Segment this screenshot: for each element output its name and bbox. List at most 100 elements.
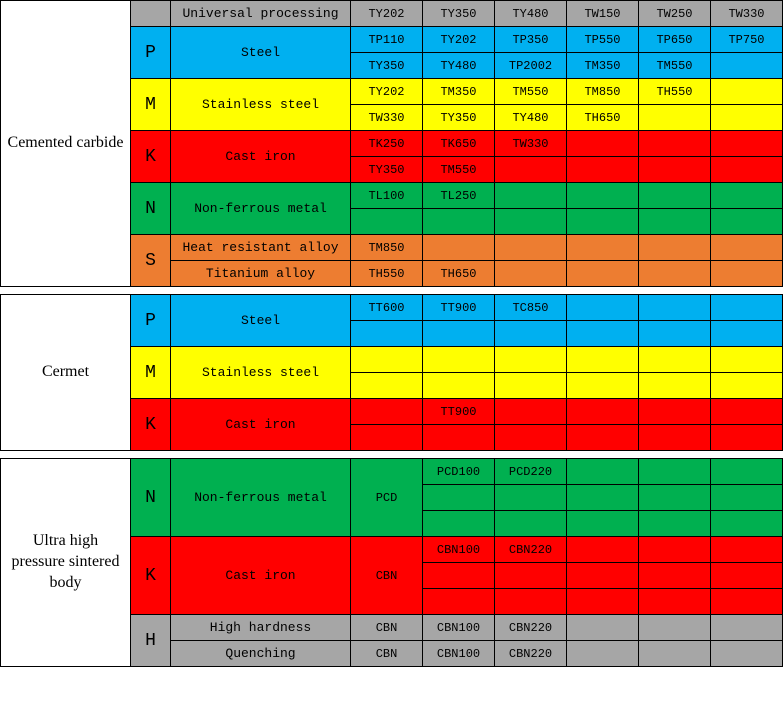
- grade-cell: TP650: [639, 27, 711, 53]
- grade-cell: TW330: [351, 105, 423, 131]
- grade-cell: [495, 589, 567, 615]
- grade-cell: TH650: [567, 105, 639, 131]
- grade-cell: TT900: [423, 399, 495, 425]
- grade-cell: TM550: [423, 157, 495, 183]
- grade-cell: [351, 373, 423, 399]
- grade-cell: TY480: [495, 1, 567, 27]
- grade-cell: [711, 53, 783, 79]
- header-universal-processing: Universal processing: [171, 1, 351, 27]
- grade-cell: [711, 235, 783, 261]
- grade-cell: [567, 459, 639, 485]
- material-desc: Cast iron: [171, 131, 351, 183]
- grade-cell: [711, 399, 783, 425]
- grade-cell: [639, 615, 711, 641]
- grade-cell: [639, 183, 711, 209]
- grade-cell: TY480: [495, 105, 567, 131]
- grade-cell: [567, 235, 639, 261]
- grade-cell: [711, 347, 783, 373]
- grade-cell: [711, 157, 783, 183]
- grade-cell: [711, 459, 783, 485]
- class-letter: K: [131, 537, 171, 615]
- grade-cell: TW330: [711, 1, 783, 27]
- grade-cell: [423, 511, 495, 537]
- grade-cell: [495, 485, 567, 511]
- material-desc: Steel: [171, 27, 351, 79]
- class-letter: P: [131, 27, 171, 79]
- grade-cell: TM350: [423, 79, 495, 105]
- grade-cell: TW330: [495, 131, 567, 157]
- grade-cell: TM550: [495, 79, 567, 105]
- grade-cell: [423, 373, 495, 399]
- grade-cell: [567, 157, 639, 183]
- grade-cell: CBN220: [495, 537, 567, 563]
- class-letter: K: [131, 399, 171, 451]
- grade-cell: [711, 79, 783, 105]
- class-letter: P: [131, 295, 171, 347]
- material-desc: Cast iron: [171, 399, 351, 451]
- category-cemented-carbide: Cemented carbide: [1, 1, 131, 287]
- grade-cell: [639, 563, 711, 589]
- grade-cell: TY202: [423, 27, 495, 53]
- grade-cell: [711, 321, 783, 347]
- grade-cell: TP550: [567, 27, 639, 53]
- grade-cell: [639, 641, 711, 667]
- grade-cell: [711, 485, 783, 511]
- grade-cell: [711, 183, 783, 209]
- grade-cell: TP110: [351, 27, 423, 53]
- class-letter: H: [131, 615, 171, 667]
- grade-cell: TY202: [351, 79, 423, 105]
- grade-cell: TY480: [423, 53, 495, 79]
- grade-cell: [639, 157, 711, 183]
- subtype-cell: PCD: [351, 459, 423, 537]
- material-desc: Heat resistant alloy: [171, 235, 351, 261]
- grade-cell: [639, 321, 711, 347]
- grade-cell: [495, 183, 567, 209]
- grade-cell: [495, 157, 567, 183]
- materials-table: Cemented carbideUniversal processingTY20…: [0, 0, 783, 667]
- category-uhp-sintered: Ultra high pressure sintered body: [1, 459, 131, 667]
- grade-cell: [711, 511, 783, 537]
- grade-cell: [495, 563, 567, 589]
- grade-cell: [495, 373, 567, 399]
- grade-cell: TL100: [351, 183, 423, 209]
- grade-cell: [423, 589, 495, 615]
- material-desc: Stainless steel: [171, 79, 351, 131]
- grade-cell: [711, 537, 783, 563]
- grade-cell: [567, 563, 639, 589]
- grade-cell: [567, 347, 639, 373]
- class-letter: M: [131, 347, 171, 399]
- grade-cell: [639, 347, 711, 373]
- material-desc: Cast iron: [171, 537, 351, 615]
- grade-cell: TM850: [351, 235, 423, 261]
- material-desc: Non-ferrous metal: [171, 183, 351, 235]
- grade-cell: TT900: [423, 295, 495, 321]
- grade-cell: [567, 131, 639, 157]
- grade-cell: CBN100: [423, 641, 495, 667]
- grade-cell: [639, 373, 711, 399]
- grade-cell: [351, 347, 423, 373]
- grade-cell: TP2002: [495, 53, 567, 79]
- grade-cell: TP750: [711, 27, 783, 53]
- grade-cell: TW250: [639, 1, 711, 27]
- grade-cell: [495, 511, 567, 537]
- grade-cell: TK650: [423, 131, 495, 157]
- grade-cell: [567, 321, 639, 347]
- grade-cell: [567, 589, 639, 615]
- material-desc: Stainless steel: [171, 347, 351, 399]
- grade-cell: TY202: [351, 1, 423, 27]
- grade-cell: [495, 425, 567, 451]
- grade-cell: [495, 261, 567, 287]
- grade-cell: PCD100: [423, 459, 495, 485]
- grade-cell: TH550: [639, 79, 711, 105]
- grade-cell: [639, 105, 711, 131]
- grade-cell: TT600: [351, 295, 423, 321]
- grade-cell: [711, 373, 783, 399]
- class-letter: N: [131, 183, 171, 235]
- class-letter: M: [131, 79, 171, 131]
- grade-cell: TY350: [351, 157, 423, 183]
- grade-cell: [567, 183, 639, 209]
- grade-cell: [639, 425, 711, 451]
- subtype-cell: CBN: [351, 641, 423, 667]
- grade-cell: [711, 131, 783, 157]
- class-letter: N: [131, 459, 171, 537]
